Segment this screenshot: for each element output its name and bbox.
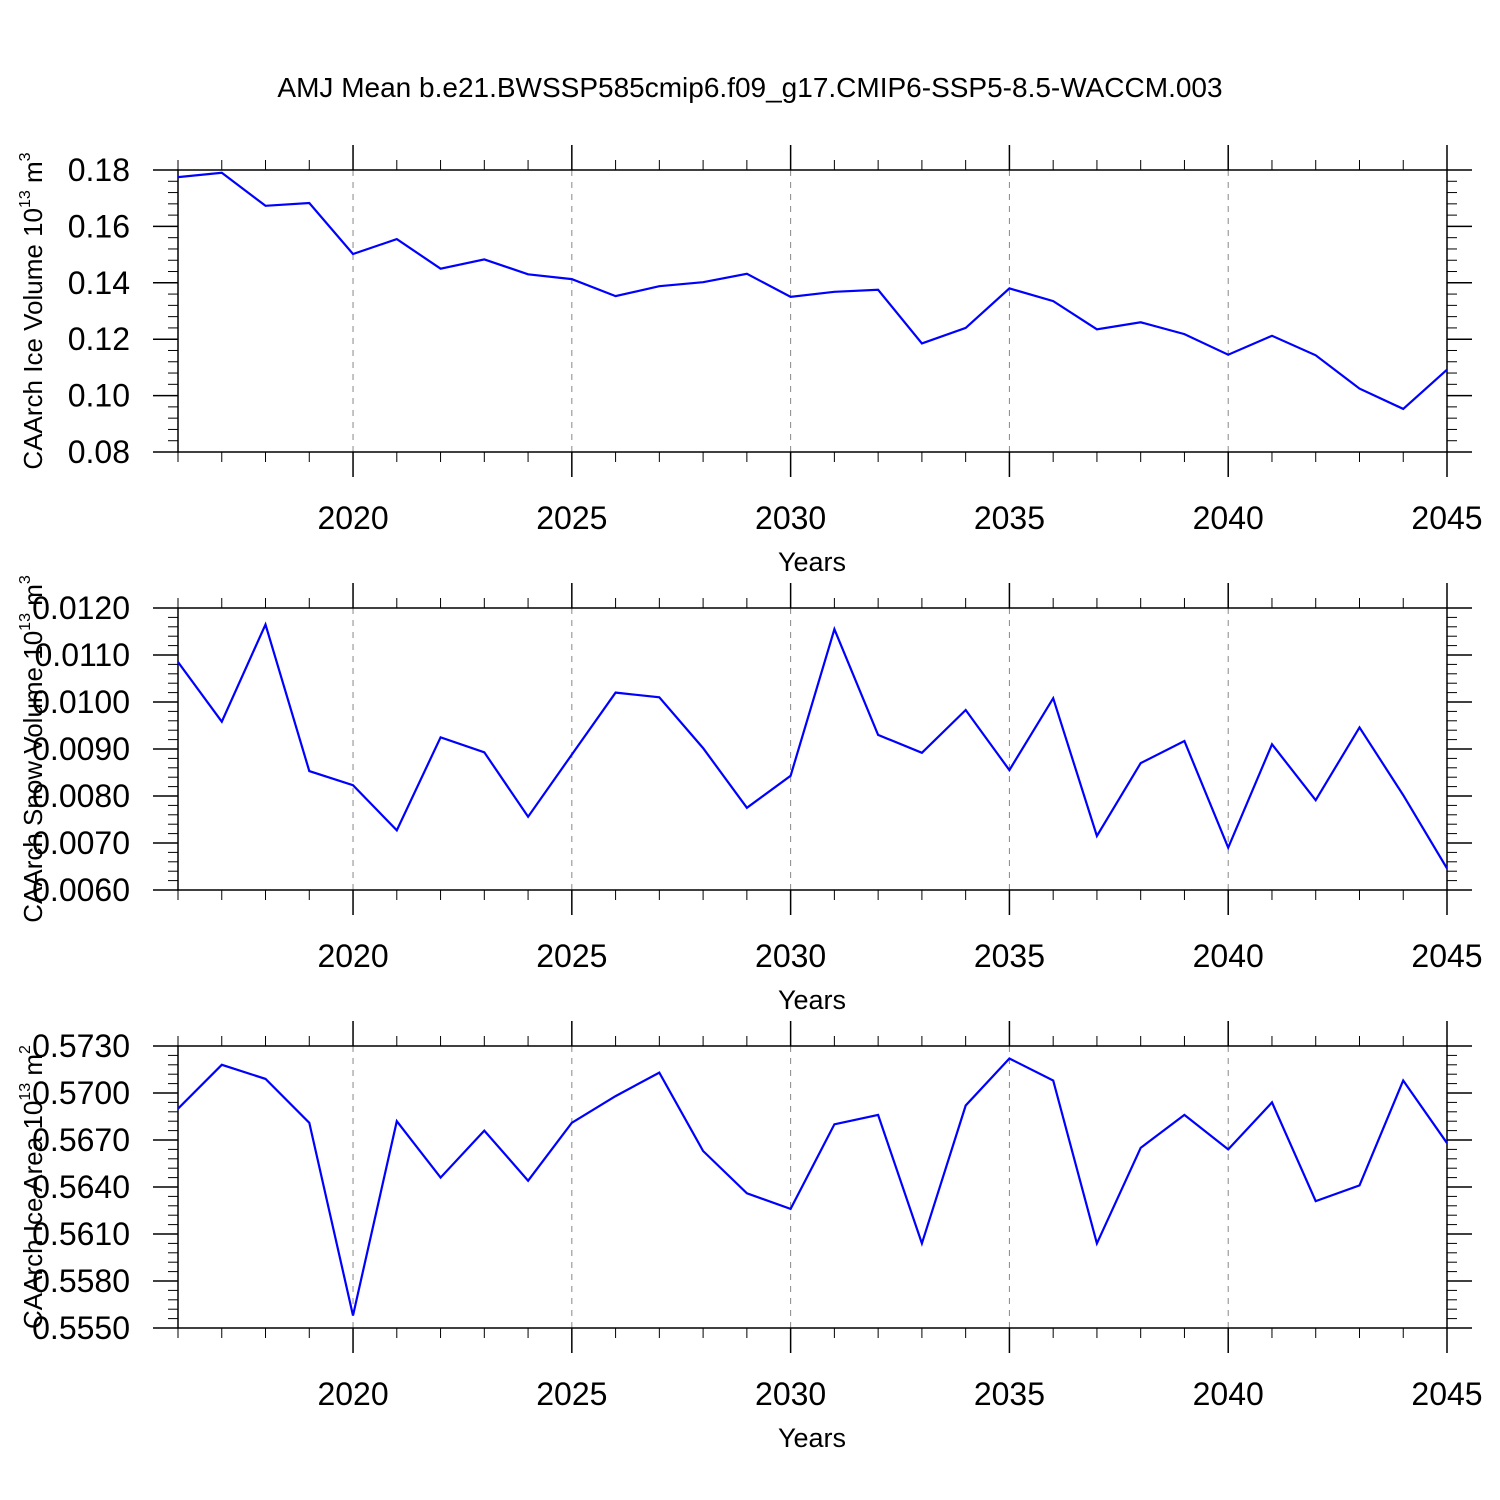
x-tick-label: 2045 — [1411, 1376, 1482, 1412]
y-tick-label: 0.12 — [68, 321, 130, 357]
y-axis-label-exponent: 13 — [17, 190, 34, 208]
y-tick-label: 0.08 — [68, 434, 130, 470]
series-line — [178, 1057, 1447, 1316]
x-axis-label: Years — [778, 985, 846, 1015]
x-tick-label: 2025 — [536, 1376, 607, 1412]
x-tick-label: 2025 — [536, 500, 607, 536]
y-axis-label-unit: m — [18, 1054, 48, 1083]
panels: 2020 2025 2030 2035 2040 2045 Years 0.08 0.10 0.1… — [17, 145, 1483, 1453]
plot-frame — [177, 1045, 1448, 1329]
plot-frame — [177, 169, 1448, 453]
x-tick-label: 2030 — [755, 500, 826, 536]
y-axis-label: CAArch Ice Volume 1013 m3 — [17, 152, 48, 469]
y-tick-label: 0.5610 — [32, 1216, 130, 1252]
x-axis-label: Years — [778, 1423, 846, 1453]
y-tick-label: 0.0100 — [32, 684, 130, 720]
series-line — [178, 171, 1447, 411]
y-tick-label: 0.5670 — [32, 1122, 130, 1158]
panel-2: 2020 2025 2030 2035 2040 2045 Years 0.0060 0.007… — [17, 575, 1483, 1015]
plot-frame — [177, 607, 1448, 891]
x-tick-label: 2030 — [755, 938, 826, 974]
y-tick-label: 0.5730 — [32, 1028, 130, 1064]
y-tick-label: 0.5550 — [32, 1310, 130, 1346]
y-axis-label-main: CAArch Ice Area 10 — [18, 1101, 48, 1329]
y-tick-label: 0.14 — [68, 265, 130, 301]
x-tick-label: 2020 — [317, 1376, 388, 1412]
y-tick-label: 0.16 — [68, 208, 130, 244]
y-axis-label-exponent: 13 — [17, 613, 34, 631]
x-tick-label: 2045 — [1411, 500, 1482, 536]
x-tick-label: 2040 — [1193, 1376, 1264, 1412]
x-tick-label: 2040 — [1193, 500, 1264, 536]
y-axis-label: CAArch Ice Area 1013 m2 — [17, 1045, 48, 1329]
series-line — [178, 621, 1447, 869]
y-axis-label-unit-exponent: 2 — [17, 1045, 34, 1054]
x-tick-label: 2025 — [536, 938, 607, 974]
y-axis-label-unit-exponent: 3 — [17, 575, 34, 584]
y-axis-label-main: CAArch Snow Volume 10 — [18, 631, 48, 923]
x-tick-label: 2045 — [1411, 938, 1482, 974]
y-tick-label: 0.0080 — [32, 778, 130, 814]
x-tick-label: 2020 — [317, 500, 388, 536]
x-axis-label: Years — [778, 547, 846, 577]
panel-1: 2020 2025 2030 2035 2040 2045 Years 0.08 0.10 0.1… — [17, 145, 1483, 577]
y-tick-label: 0.0060 — [32, 872, 130, 908]
chart-title: AMJ Mean b.e21.BWSSP585cmip6.f09_g17.CMI… — [277, 72, 1222, 103]
y-tick-label: 0.5640 — [32, 1169, 130, 1205]
y-tick-label: 0.0090 — [32, 731, 130, 767]
panel-3: 2020 2025 2030 2035 2040 2045 Years 0.5550 0.558… — [17, 1021, 1483, 1453]
y-axis-label-exponent: 13 — [17, 1083, 34, 1101]
x-tick-label: 2035 — [974, 1376, 1045, 1412]
y-axis-label: CAArch Snow Volume 1013 m3 — [17, 575, 48, 923]
x-tick-label: 2020 — [317, 938, 388, 974]
y-tick-label: 0.5580 — [32, 1263, 130, 1299]
x-tick-label: 2035 — [974, 938, 1045, 974]
x-tick-label: 2030 — [755, 1376, 826, 1412]
y-tick-label: 0.0110 — [35, 637, 131, 673]
y-tick-label: 0.0120 — [32, 590, 130, 626]
x-tick-label: 2035 — [974, 500, 1045, 536]
y-axis-label-unit: m — [18, 161, 48, 190]
y-axis-label-unit-exponent: 3 — [17, 152, 34, 161]
y-tick-label: 0.0070 — [32, 825, 130, 861]
y-axis-label-main: CAArch Ice Volume 10 — [18, 208, 48, 470]
y-tick-label: 0.10 — [68, 378, 130, 414]
y-tick-label: 0.18 — [68, 152, 130, 188]
y-axis-label-unit: m — [18, 584, 48, 613]
x-tick-label: 2040 — [1193, 938, 1264, 974]
y-tick-label: 0.5700 — [32, 1075, 130, 1111]
